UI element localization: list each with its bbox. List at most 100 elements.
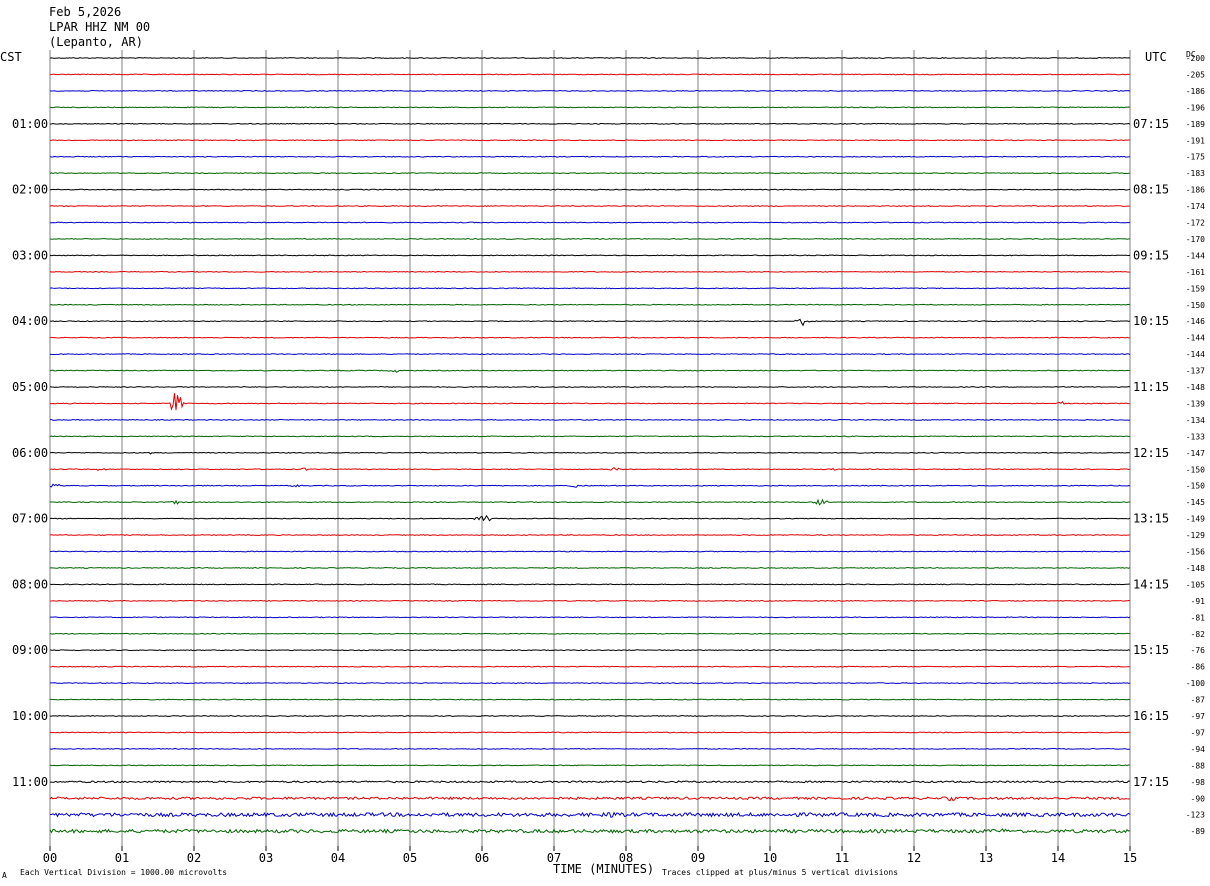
seismic-trace	[49, 89, 1131, 92]
seismic-trace	[49, 649, 1131, 652]
x-tick-label: 06	[475, 851, 489, 865]
dc-offset-label: -148	[1186, 383, 1205, 392]
seismic-trace	[49, 336, 1131, 339]
dc-offset-label: -145	[1186, 498, 1205, 507]
x-axis-label: TIME (MINUTES)	[553, 862, 654, 876]
left-hour-label: 09:00	[12, 643, 48, 657]
right-hour-label: 09:15	[1133, 248, 1169, 262]
x-tick-label: 00	[43, 851, 57, 865]
seismic-trace	[49, 567, 1131, 569]
right-hour-labels: 07:15 08:15 09:15 10:15 11:15 12:15 13:15 14:15…	[1133, 117, 1169, 789]
dc-offset-label: -174	[1186, 202, 1205, 211]
left-hour-label: 03:00	[12, 248, 48, 262]
x-tick-label: 07	[547, 851, 561, 865]
seismic-trace	[49, 796, 1131, 802]
seismic-trace	[49, 715, 1131, 717]
x-tick-label: 15	[1123, 851, 1137, 865]
x-tick-label: 05	[403, 851, 417, 865]
dc-offset-label: -144	[1186, 251, 1205, 260]
right-hour-label: 12:15	[1133, 446, 1169, 460]
seismic-trace	[49, 57, 1131, 59]
dc-offset-label: -144	[1186, 334, 1205, 343]
left-hour-label: 07:00	[12, 512, 48, 526]
seismic-trace	[49, 188, 1131, 191]
seismic-trace	[49, 303, 1131, 306]
x-tick-label: 03	[259, 851, 273, 865]
seismic-trace	[49, 369, 1131, 373]
dc-offset-label: -148	[1186, 564, 1205, 573]
header-station: LPAR HHZ NM 00	[49, 20, 150, 34]
seismic-trace	[49, 828, 1131, 834]
seismic-trace	[49, 534, 1131, 536]
left-hour-label: 04:00	[12, 314, 48, 328]
dc-offset-label: -134	[1186, 416, 1205, 425]
dc-offset-label: -89	[1191, 827, 1206, 836]
seismic-trace	[49, 514, 1131, 522]
corner-mark: A	[2, 871, 7, 880]
x-tick-label: 14	[1051, 851, 1065, 865]
seismic-trace	[49, 393, 1131, 411]
dc-offset-label: -200	[1186, 54, 1205, 63]
seismic-trace	[49, 811, 1131, 818]
seismic-trace	[49, 467, 1131, 471]
clip-note: Traces clipped at plus/minus 5 vertical …	[662, 868, 898, 877]
right-hour-label: 15:15	[1133, 643, 1169, 657]
seismic-trace	[49, 632, 1131, 635]
seismic-trace	[49, 172, 1131, 175]
scale-note: Each Vertical Division = 1000.00 microvo…	[20, 868, 227, 877]
dc-offset-label: -100	[1186, 679, 1205, 688]
dc-offset-label: -123	[1186, 811, 1205, 820]
seismic-trace	[49, 599, 1131, 602]
x-tick-label: 10	[763, 851, 777, 865]
dc-offset-label: -161	[1186, 268, 1205, 277]
seismic-trace	[49, 106, 1131, 109]
seismic-trace	[49, 616, 1131, 619]
dc-offset-label: -90	[1191, 794, 1206, 803]
seismic-trace	[49, 353, 1131, 356]
right-hour-label: 17:15	[1133, 775, 1169, 789]
seismic-trace	[49, 698, 1131, 701]
left-hour-labels: 01:00 02:00 03:00 04:00 05:00 06:00 07:00 08:00…	[12, 117, 48, 789]
seismic-trace	[49, 122, 1131, 125]
seismic-trace	[49, 731, 1131, 734]
seismic-trace	[49, 73, 1131, 76]
dc-offset-label: -88	[1191, 761, 1206, 770]
dc-offset-label: -94	[1191, 745, 1206, 754]
left-hour-label: 01:00	[12, 117, 48, 131]
header-location: (Lepanto, AR)	[49, 35, 143, 49]
dc-offset-label: -144	[1186, 350, 1205, 359]
dc-offset-label: -170	[1186, 235, 1205, 244]
right-hour-label: 13:15	[1133, 512, 1169, 526]
x-tick-label: 04	[331, 851, 345, 865]
dc-offset-label: -146	[1186, 317, 1205, 326]
seismic-trace	[49, 139, 1131, 142]
right-hour-label: 11:15	[1133, 380, 1169, 394]
dc-offset-label: -159	[1186, 284, 1205, 293]
right-timezone-label: UTC	[1145, 50, 1167, 64]
seismic-trace	[49, 270, 1131, 273]
left-hour-label: 11:00	[12, 775, 48, 789]
x-tick-label: 13	[979, 851, 993, 865]
dc-offset-label: -81	[1191, 613, 1206, 622]
left-hour-label: 10:00	[12, 709, 48, 723]
left-hour-label: 08:00	[12, 577, 48, 591]
seismic-trace	[49, 287, 1131, 290]
left-hour-label: 05:00	[12, 380, 48, 394]
seismic-trace	[49, 221, 1131, 224]
dc-offset-label: -150	[1186, 482, 1205, 491]
seismic-trace	[49, 318, 1131, 327]
right-hour-label: 08:15	[1133, 183, 1169, 197]
right-hour-label: 10:15	[1133, 314, 1169, 328]
seismic-trace	[49, 498, 1131, 506]
seismic-trace	[49, 155, 1131, 158]
seismic-trace	[49, 435, 1131, 438]
dc-offset-label: -105	[1186, 580, 1205, 589]
vertical-grid	[49, 50, 1131, 846]
seismic-trace	[49, 583, 1131, 586]
dc-header-label: DC	[1186, 50, 1196, 59]
seismic-trace	[49, 386, 1131, 388]
seismic-trace	[49, 451, 1131, 455]
dc-offset-label: -87	[1191, 696, 1206, 705]
x-tick-label: 09	[691, 851, 705, 865]
